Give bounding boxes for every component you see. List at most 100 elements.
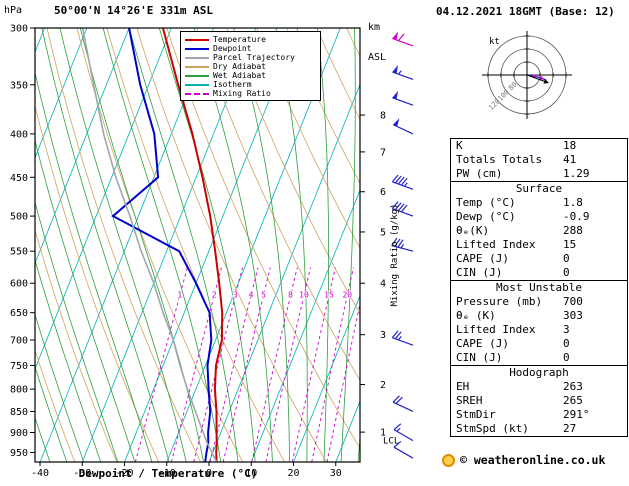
plot-background [35, 28, 360, 462]
mixing-ratio-value-label: 2 [212, 290, 217, 299]
stat-row: CAPE (J) 0 [451, 337, 627, 351]
pressure-tick-label: 650 [10, 308, 28, 319]
mixing-ratio-value-label: 3 [233, 290, 238, 299]
stat-row: StmSpd (kt) 27 [451, 422, 627, 436]
pressure-tick-label: 550 [10, 247, 28, 258]
stat-value: 265 [563, 394, 583, 407]
altitude-axis: 1 2 3 4 5 6 7 8 LCL [360, 111, 399, 447]
copyright-text: © weatheronline.co.uk [460, 453, 606, 467]
stat-label: SREH [456, 394, 483, 407]
temperature-tick-label: -40 [31, 468, 49, 479]
stat-value: -0.9 [563, 210, 590, 223]
mixing-ratio-value-label: 8 [288, 290, 293, 299]
stat-label: θₑ(K) [456, 224, 490, 237]
temperature-tick-label: -30 [73, 468, 91, 479]
temperature-tick-label: -10 [158, 468, 176, 479]
stat-value: 288 [563, 224, 583, 237]
wind-barb [392, 90, 414, 106]
legend-label: Mixing Ratio [213, 89, 271, 98]
panel-section: Most Unstable Pressure (mb) 700 θₑ (K) 303 Li… [450, 281, 628, 366]
legend-line-sample [185, 83, 209, 86]
stat-label: PW (cm) [456, 167, 503, 180]
stat-value: 0 [563, 337, 570, 350]
stat-row: EH 263 [451, 380, 627, 394]
legend-item: Temperature [183, 35, 318, 44]
stat-label: Totals Totals [456, 153, 543, 166]
stat-row: θₑ(K) 288 [451, 224, 627, 238]
temperature-tick-label: 30 [330, 468, 342, 479]
stat-value: 263 [563, 380, 583, 393]
pressure-tick-label: 600 [10, 279, 28, 290]
temperature-tick-label: 0 [206, 468, 212, 479]
stat-value: 27 [563, 422, 577, 435]
mixing-ratio-value-label: 20 [342, 290, 352, 299]
pressure-tick-label: 950 [10, 448, 28, 459]
temperature-tick-label: -20 [115, 468, 133, 479]
wind-barb [392, 31, 414, 47]
panel-section: K 18 Totals Totals 41 PW (cm) 1.29 [450, 138, 628, 182]
wind-barbs [391, 31, 414, 459]
temp-axis-label: Dewpoint / Temperature (°C) [78, 467, 258, 480]
panel-section-title: Most Unstable [495, 281, 583, 294]
legend-label: Dry Adiabat [213, 62, 266, 71]
legend-item: Dewpoint [183, 44, 318, 53]
wind-barb [391, 237, 414, 252]
stat-row: θₑ (K) 303 [451, 309, 627, 323]
stat-row: CAPE (J) 0 [451, 252, 627, 266]
legend-item: Isotherm [183, 80, 318, 89]
hodograph-marker [532, 74, 536, 78]
stat-value: 15 [563, 238, 577, 251]
stat-label: CIN (J) [456, 351, 503, 364]
legend-label: Parcel Trajectory [213, 53, 295, 62]
wind-barb [391, 201, 414, 217]
hodograph-ring-label: 80 [507, 81, 519, 93]
hodograph-trace [526, 74, 547, 81]
stat-value: 41 [563, 153, 577, 166]
altitude-axis-title: km ASL [368, 3, 386, 73]
stat-value: 1.29 [563, 167, 590, 180]
hodograph-unit-label: kt [489, 37, 500, 47]
stat-value: 0 [563, 266, 570, 279]
stat-row: SREH 265 [451, 394, 627, 408]
altitude-tick-label: 1 [380, 428, 386, 439]
stat-row: Dewp (°C) -0.9 [451, 210, 627, 224]
legend-label: Isotherm [213, 80, 252, 89]
legend-item: Dry Adiabat [183, 62, 318, 71]
pressure-tick-label: 350 [10, 80, 28, 91]
altitude-tick-label: 2 [380, 380, 386, 391]
stat-label: Lifted Index [456, 323, 536, 336]
legend-line-sample [185, 74, 209, 77]
legend-box: Temperature Dewpoint Parcel Trajectory Dry … [180, 31, 321, 101]
temperature-axis: -40 -30 -20 -10 0 10 20 30 [31, 462, 342, 479]
wet-adiabats [35, 28, 360, 462]
legend-item: Mixing Ratio [183, 89, 318, 98]
stat-label: StmSpd (kt) [456, 422, 529, 435]
stat-row: Lifted Index 3 [451, 323, 627, 337]
wind-barb [391, 330, 414, 346]
date-title: 04.12.2021 18GMT (Base: 12) [436, 5, 615, 18]
mixing-ratio-value-label: 5 [261, 290, 266, 299]
mixing-ratio-axis-label: Mixing Ratio (g/kg) [390, 203, 400, 307]
station-title: 50°00'N 14°26'E 331m ASL [54, 4, 213, 17]
stats-panel: K 18 Totals Totals 41 PW (cm) 1.29 Surface Temp… [450, 138, 628, 437]
stat-label: θₑ (K) [456, 309, 496, 322]
stat-label: Lifted Index [456, 238, 536, 251]
panel-section: Hodograph EH 263 SREH 265 StmDir 291° StmSpd (k… [450, 366, 628, 437]
mixing-ratio-lines [134, 267, 360, 462]
stat-row: Temp (°C) 1.8 [451, 196, 627, 210]
pressure-tick-label: 300 [10, 24, 28, 35]
mixing-ratio-labels: 1 2 3 4 5 8 10 15 20 [176, 289, 353, 300]
legend-line-sample [185, 47, 209, 50]
wind-barb [391, 174, 414, 190]
pressure-tick-label: 500 [10, 212, 28, 223]
wind-barb [392, 65, 414, 81]
mixing-ratio-value-label: 10 [299, 290, 309, 299]
stat-row: CIN (J) 0 [451, 351, 627, 365]
stat-label: Dewp (°C) [456, 210, 516, 223]
series-dewpoint [111, 28, 213, 462]
wind-barb [392, 395, 414, 413]
pressure-unit-label: hPa [4, 5, 23, 16]
series-temperature [161, 28, 224, 462]
